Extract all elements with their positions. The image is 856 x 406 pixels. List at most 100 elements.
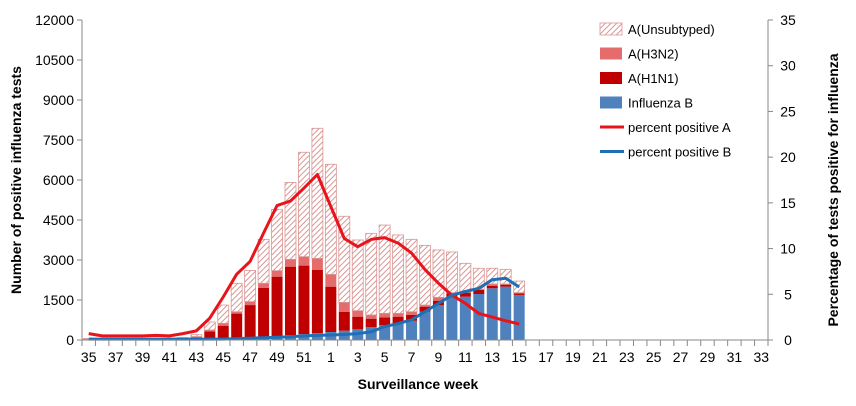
- bar-a-h1n1-week-3: [352, 316, 364, 330]
- bar-influenza-b-week-10: [446, 297, 458, 340]
- y2-tick-label: 35: [780, 12, 796, 28]
- legend-swatch: [600, 72, 622, 84]
- bar-a-unsubtyped-week-3: [351, 239, 364, 312]
- legend-label: percent positive A: [628, 120, 731, 135]
- y-tick-label: 3000: [43, 252, 74, 268]
- bar-a-h1n1-week-11: [459, 292, 471, 297]
- x-tick-label: 7: [408, 349, 416, 365]
- bar-influenza-b-week-15: [513, 294, 525, 340]
- bar-a-unsubtyped-week-45: [217, 304, 230, 324]
- bar-a-unsubtyped-week-52: [311, 127, 324, 259]
- bar-a-h3n2-week-5: [379, 313, 391, 318]
- x-tick-label: 1: [327, 349, 335, 365]
- x-axis-label: Surveillance week: [358, 376, 479, 392]
- bar-a-h1n1-week-7: [406, 314, 418, 321]
- x-tick-label: 17: [538, 349, 554, 365]
- bar-a-unsubtyped-week-4: [365, 232, 378, 316]
- line-percent-positive-b: [88, 276, 521, 341]
- bar-a-h1n1-week-44: [204, 331, 216, 339]
- bar-a-unsubtyped-week-47: [244, 269, 257, 302]
- legend-item-a-h1n1: A(H1N1): [600, 71, 679, 86]
- bar-influenza-b-week-9: [432, 305, 444, 340]
- bar-influenza-b-week-14: [500, 286, 512, 340]
- bar-a-unsubtyped-week-44: [203, 321, 216, 331]
- bar-a-h3n2-week-49: [271, 270, 283, 277]
- bar-a-h1n1-week-47: [244, 305, 256, 338]
- x-tick-label: 37: [108, 349, 124, 365]
- bar-a-h3n2-week-9: [432, 297, 444, 301]
- x-tick-label: 25: [646, 349, 662, 365]
- bar-influenza-b-week-12: [473, 294, 485, 340]
- y-tick-label: 1500: [43, 292, 74, 308]
- bar-a-h3n2-week-52: [311, 258, 323, 270]
- bar-a-h1n1-week-52: [311, 270, 323, 334]
- y-tick-label: 12000: [35, 12, 74, 28]
- bar-a-unsubtyped-week-49: [271, 208, 283, 272]
- bar-a-h1n1-week-15: [513, 293, 525, 295]
- y2-tick-label: 5: [784, 286, 792, 302]
- bar-a-h1n1-week-46: [231, 313, 243, 338]
- bar-a-h3n2-week-45: [217, 323, 229, 326]
- bar-a-h3n2-week-6: [392, 313, 404, 317]
- bar-a-h3n2-week-2: [338, 302, 350, 312]
- bar-a-h3n2-week-50: [284, 259, 296, 267]
- legend-item-percent-positive-b: percent positive B: [600, 145, 731, 160]
- y-tick-label: 10500: [35, 52, 74, 68]
- bar-a-h3n2-week-7: [406, 311, 418, 315]
- legend-item-a-unsubtyped: A(Unsubtyped): [599, 22, 715, 37]
- y2-tick-label: 25: [780, 103, 796, 119]
- x-tick-label: 27: [673, 349, 689, 365]
- y2-tick-label: 10: [780, 241, 796, 257]
- bar-a-unsubtyped-week-13: [486, 267, 499, 285]
- bar-a-h1n1-week-12: [473, 290, 485, 294]
- bar-a-h3n2-week-46: [231, 311, 243, 314]
- x-tick-label: 43: [189, 349, 205, 365]
- y-tick-label: 0: [66, 332, 74, 348]
- x-tick-label: 39: [135, 349, 151, 365]
- x-tick-label: 47: [242, 349, 258, 365]
- bar-a-unsubtyped-week-11: [459, 262, 472, 293]
- bar-a-h3n2-week-1: [325, 274, 337, 287]
- y2-tick-label: 30: [780, 58, 796, 74]
- legend-swatch: [599, 22, 623, 36]
- bar-a-h3n2-week-3: [352, 310, 364, 317]
- bar-a-h3n2-week-48: [258, 283, 270, 288]
- bar-a-h3n2-week-4: [365, 314, 377, 319]
- y-axis-label: Number of positive influenza tests: [8, 66, 24, 294]
- x-tick-label: 5: [381, 349, 389, 365]
- y-tick-label: 4500: [43, 212, 74, 228]
- bar-a-h3n2-week-44: [204, 330, 216, 332]
- bar-a-h1n1-week-1: [325, 286, 337, 332]
- bar-a-unsubtyped-week-2: [338, 215, 351, 303]
- legend-item-influenza-b: Influenza B: [600, 96, 693, 111]
- y2-axis-label: Percentage of tests positive for influen…: [825, 53, 841, 326]
- bar-a-h1n1-week-45: [217, 326, 229, 339]
- x-tick-label: 29: [700, 349, 716, 365]
- bar-a-h1n1-week-50: [284, 266, 296, 336]
- bar-a-unsubtyped-week-5: [378, 224, 391, 314]
- legend-label: A(Unsubtyped): [628, 22, 715, 37]
- y2-tick-label: 15: [780, 195, 796, 211]
- y-tick-label: 9000: [43, 92, 74, 108]
- x-tick-label: 3: [354, 349, 362, 365]
- bar-influenza-b-week-13: [486, 288, 498, 340]
- x-tick-label: 13: [484, 349, 500, 365]
- bar-a-unsubtyped-week-48: [257, 238, 270, 284]
- legend-item-percent-positive-a: percent positive A: [600, 120, 731, 135]
- x-tick-label: 35: [81, 349, 97, 365]
- x-tick-label: 15: [511, 349, 527, 365]
- y2-tick-label: 20: [780, 149, 796, 165]
- bar-a-h1n1-week-5: [379, 317, 391, 326]
- bar-a-unsubtyped-week-7: [405, 238, 418, 313]
- legend-label: Influenza B: [628, 96, 693, 111]
- bar-a-unsubtyped-week-14: [499, 268, 512, 285]
- legend-label: A(H1N1): [628, 71, 679, 86]
- x-tick-label: 41: [162, 349, 178, 365]
- bar-a-h1n1-week-49: [271, 276, 283, 336]
- legend-swatch: [600, 96, 622, 109]
- bar-a-h1n1-week-51: [298, 265, 310, 335]
- legend-label: A(H3N2): [628, 47, 679, 62]
- bar-influenza-b-week-5: [379, 325, 391, 340]
- x-tick-label: 45: [215, 349, 231, 365]
